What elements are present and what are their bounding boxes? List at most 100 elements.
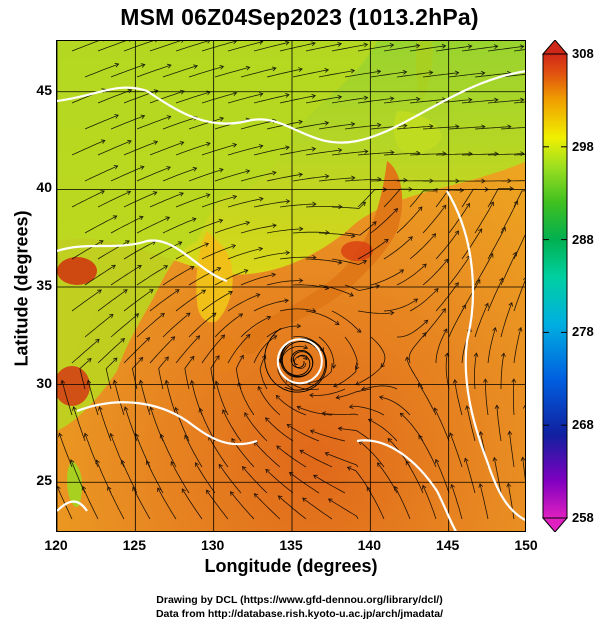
streamline-arrowhead	[140, 63, 146, 68]
streamline	[461, 228, 483, 260]
streamline	[474, 201, 494, 234]
streamline	[97, 338, 125, 364]
streamline	[149, 41, 182, 52]
streamline	[227, 294, 260, 312]
streamline	[136, 216, 170, 234]
streamline-arrowhead	[206, 141, 211, 147]
streamline-arrowhead	[321, 411, 327, 417]
streamline	[493, 457, 502, 494]
streamline-arrowhead	[185, 312, 191, 317]
streamline	[513, 49, 525, 52]
streamline	[331, 201, 366, 209]
streamline	[210, 355, 220, 390]
streamline-arrowhead	[239, 354, 244, 360]
streamline	[240, 316, 271, 338]
streamline	[383, 98, 420, 104]
streamline	[513, 327, 522, 364]
streamline-arrowhead	[443, 328, 448, 334]
streamline-arrowhead	[312, 201, 317, 207]
streamline-arrowhead	[513, 200, 519, 206]
streamline	[201, 41, 237, 52]
streamline-arrowhead	[230, 491, 235, 496]
streamline	[331, 258, 367, 266]
streamline-arrowhead	[350, 233, 356, 239]
streamline-arrowhead	[181, 488, 186, 493]
streamline	[160, 434, 177, 468]
streamline	[188, 168, 224, 182]
streamline-arrowhead	[166, 166, 171, 171]
streamline	[71, 289, 102, 312]
streamline-arrowhead	[191, 217, 197, 222]
streamline-arrowhead	[219, 65, 225, 70]
streamline-arrowhead	[189, 355, 195, 361]
streamline-arrowhead	[433, 187, 438, 193]
streamline	[175, 289, 206, 312]
streamline	[487, 45, 524, 52]
streamline	[500, 252, 517, 286]
streamline	[227, 145, 263, 156]
streamline-arrowhead	[163, 265, 169, 270]
streamline-arrowhead	[465, 405, 470, 410]
streamline	[500, 200, 518, 234]
streamline-arrowhead	[325, 230, 330, 235]
streamline	[214, 66, 250, 78]
streamline-arrowhead	[423, 319, 429, 325]
streamline-arrowhead	[152, 191, 158, 196]
streamline	[406, 357, 424, 390]
streamline	[253, 299, 289, 312]
streamline	[449, 432, 463, 468]
streamline-arrowhead	[170, 461, 175, 466]
streamline	[136, 64, 172, 78]
hot-spot-kanto	[341, 241, 373, 261]
streamline	[524, 405, 525, 412]
streamline-arrowhead	[337, 426, 343, 432]
streamline	[105, 357, 118, 390]
streamline-arrowhead	[403, 123, 408, 129]
streamline-arrowhead	[195, 462, 200, 467]
streamline	[175, 142, 211, 156]
streamline-arrowhead	[177, 241, 183, 246]
streamline	[82, 486, 99, 520]
streamline-arrowhead	[138, 379, 144, 385]
streamline-arrowhead	[127, 88, 133, 94]
streamline	[175, 407, 190, 442]
streamline	[157, 487, 177, 520]
streamline-arrowhead	[384, 238, 389, 244]
streamline	[435, 153, 473, 156]
streamline	[162, 167, 197, 182]
streamline-arrowhead	[444, 258, 449, 264]
streamlines	[57, 41, 525, 520]
streamline-arrowhead	[259, 196, 264, 202]
streamline-arrowhead	[362, 260, 368, 265]
streamline-arrowhead	[112, 379, 118, 385]
streamline-arrowhead	[286, 423, 292, 429]
streamline	[344, 70, 381, 78]
streamline	[107, 486, 125, 520]
streamline	[448, 126, 485, 130]
streamline	[240, 119, 276, 130]
streamline-arrowhead	[390, 150, 395, 155]
streamline-arrowhead	[501, 226, 506, 232]
streamline-arrowhead	[155, 41, 157, 43]
streamline	[227, 198, 264, 208]
streamline-arrowhead	[198, 407, 204, 413]
streamline	[318, 232, 355, 237]
streamline	[253, 146, 290, 156]
streamline	[162, 218, 197, 234]
streamline	[175, 194, 210, 208]
streamline	[435, 328, 448, 364]
streamline-arrowhead	[418, 382, 423, 388]
streamline-arrowhead	[159, 433, 165, 439]
streamline-arrowhead	[494, 404, 500, 409]
streamline-arrowhead	[257, 385, 262, 391]
streamline	[181, 488, 203, 520]
streamline	[149, 241, 182, 260]
streamline	[397, 319, 428, 338]
streamline	[487, 227, 506, 260]
streamline	[258, 386, 281, 416]
colorbar-tick-label: 258	[572, 510, 594, 525]
streamline	[149, 192, 184, 208]
streamline-arrowhead	[422, 332, 427, 337]
streamline-arrowhead	[338, 204, 343, 210]
streamline	[136, 265, 168, 286]
